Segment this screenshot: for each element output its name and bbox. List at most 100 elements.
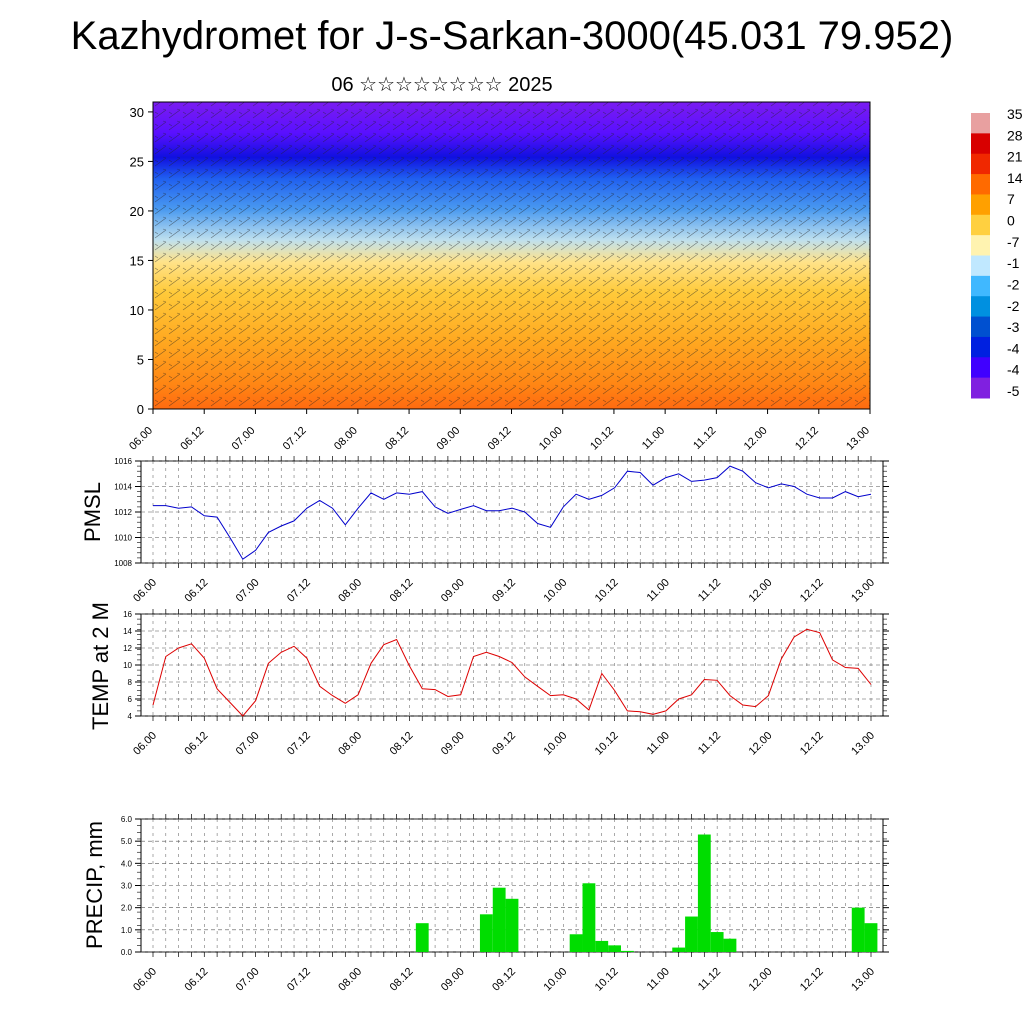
y-tick-label: 1010: [114, 534, 132, 543]
colorbar-label: -4: [1007, 362, 1020, 378]
y-tick-label: 12: [123, 644, 132, 653]
precip-bar: [697, 834, 711, 952]
pmsl-ylabel: PMSL: [80, 482, 105, 542]
x-tick-label: 06.00: [131, 730, 159, 758]
temp-ylabel: TEMP at 2 M: [88, 602, 113, 730]
colorbar-swatch: [971, 153, 990, 175]
colorbar-label: 0: [1007, 213, 1015, 229]
x-tick-label: 12.12: [798, 730, 826, 758]
precip-bar: [492, 887, 506, 952]
colorbar-label: 7: [1007, 191, 1015, 207]
colorbar-label: -2: [1007, 276, 1020, 292]
y-tick-label: 20: [130, 204, 144, 219]
precip-bar: [672, 947, 686, 952]
colorbar-swatch: [971, 296, 990, 318]
x-tick-label: 10.00: [541, 730, 569, 758]
x-tick-label: 13.00: [849, 577, 877, 605]
x-tick-label: 07.12: [285, 577, 313, 605]
y-tick-label: 6: [128, 695, 133, 704]
y-tick-label: 15: [130, 253, 144, 268]
colorbar-label: -1: [1007, 255, 1020, 271]
x-tick-label: 12.00: [747, 730, 775, 758]
colorbar-swatch: [971, 113, 990, 134]
data-line: [152, 628, 872, 717]
x-tick-label: 11.00: [645, 730, 672, 757]
x-tick-label: 12.12: [798, 966, 826, 994]
precip-bar: [608, 945, 621, 952]
x-tick-label: 11.12: [696, 730, 723, 757]
x-tick-label: 08.00: [336, 577, 364, 605]
x-tick-label: 08.12: [388, 577, 416, 605]
colorbar-swatch: [971, 275, 990, 297]
y-tick-label: 14: [123, 627, 132, 636]
x-tick-label: 11.12: [696, 577, 723, 604]
colorbar-swatch: [971, 235, 990, 256]
x-tick-label: 06.00: [131, 577, 159, 605]
colorbar-swatch: [971, 316, 990, 338]
x-tick-label: 10.12: [593, 966, 621, 994]
precip-bar: [569, 934, 583, 952]
y-tick-label: 1.0: [121, 926, 133, 935]
x-tick-label: 10.12: [593, 577, 621, 605]
colorbar-swatch: [971, 336, 990, 358]
precip-bar: [620, 950, 634, 952]
x-tick-label: 12.00: [747, 966, 775, 994]
y-tick-label: 1012: [114, 508, 132, 517]
y-tick-label: 5: [137, 352, 144, 367]
y-tick-label: 25: [130, 154, 144, 169]
x-tick-label: 07.12: [285, 966, 313, 994]
x-tick-label: 06.12: [182, 966, 210, 994]
precip-bar: [505, 898, 519, 952]
colorbar-label: 14: [1007, 170, 1023, 186]
y-tick-label: 30: [130, 105, 144, 120]
x-tick-label: 06.12: [182, 577, 210, 605]
x-tick-label: 07.00: [234, 730, 262, 758]
x-tick-label: 10.12: [593, 730, 621, 758]
temp-chart: 4 6 8 10 12 14 16 06.00 06.12 07.00 07.12 08.00 08.1…: [123, 609, 889, 758]
precip-bar: [415, 923, 429, 952]
x-tick-label: 09.12: [490, 577, 518, 605]
x-tick-label: 09.00: [439, 577, 467, 605]
y-tick-label: 10: [123, 661, 132, 670]
y-tick-label: 3.0: [121, 882, 133, 891]
x-tick-label: 07.00: [234, 966, 262, 994]
x-tick-label: 09.00: [439, 730, 467, 758]
colorbar-swatch: [971, 357, 990, 379]
x-tick-label: 08.12: [388, 730, 416, 758]
x-tick-label: 06.12: [182, 730, 210, 758]
colorbar-label: 35: [1007, 106, 1023, 122]
precip-bar: [864, 923, 878, 952]
y-tick-label: 1016: [114, 457, 132, 466]
colorbar-label: -3: [1007, 319, 1020, 335]
precip-bar: [582, 883, 596, 952]
chart-title: Kazhydromet for J-s-Sarkan-3000(45.031 7…: [70, 14, 954, 58]
x-tick-label: 09.00: [439, 966, 467, 994]
data-line: [153, 465, 872, 560]
colorbar-swatch: [971, 377, 990, 399]
colorbar-swatch: [971, 133, 990, 155]
x-tick-label: 08.00: [336, 730, 364, 758]
colorbar-label: -4: [1007, 340, 1020, 356]
x-tick-label: 11.00: [645, 966, 672, 993]
y-tick-label: 4.0: [121, 859, 133, 868]
wind-barbs: [153, 102, 870, 409]
y-tick-label: 5.0: [121, 837, 133, 846]
precip-ylabel: PRECIP, mm: [82, 821, 107, 949]
x-tick-label: 12.12: [798, 577, 826, 605]
y-tick-label: 0: [137, 402, 144, 417]
x-tick-label: 09.12: [490, 730, 518, 758]
precip-bar: [479, 914, 493, 952]
colorbar-swatch: [971, 255, 990, 277]
precip-bar: [851, 907, 865, 952]
colorbar-swatch: [971, 174, 990, 195]
y-tick-label: 4: [128, 712, 133, 721]
precip-bar: [595, 940, 609, 952]
colorbar-label: 28: [1007, 127, 1023, 143]
y-tick-label: 16: [123, 610, 132, 619]
x-tick-label: 07.00: [234, 577, 262, 605]
y-tick-label: 1014: [114, 483, 132, 492]
precip-bar: [710, 932, 724, 952]
x-tick-label: 06.00: [131, 966, 159, 994]
x-tick-label: 08.12: [388, 966, 416, 994]
